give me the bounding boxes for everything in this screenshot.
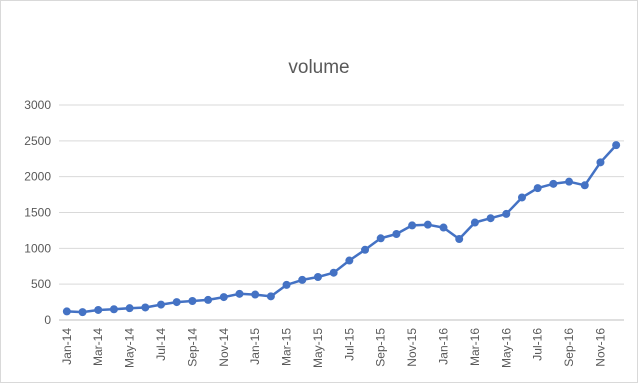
data-point	[565, 177, 574, 186]
x-tick-label: Nov-15	[405, 328, 419, 367]
x-tick-label: Sep-16	[562, 328, 576, 367]
data-point	[517, 193, 526, 202]
y-tick-label: 2500	[24, 134, 51, 148]
data-point	[392, 230, 401, 238]
data-point	[109, 305, 118, 314]
series-line	[66, 144, 618, 314]
data-point	[313, 273, 322, 281]
y-tick-label: 3000	[24, 98, 51, 112]
x-tick-label: Jul-15	[342, 328, 356, 361]
x-tick-label: Jan-15	[248, 328, 262, 365]
data-point	[157, 300, 166, 309]
data-point	[502, 209, 511, 218]
x-tick-label: Nov-14	[217, 328, 231, 367]
x-tick-label: Jul-16	[531, 328, 545, 361]
y-tick-label: 0	[44, 313, 51, 327]
data-point	[612, 141, 621, 150]
data-point	[204, 295, 213, 304]
data-point	[345, 256, 354, 265]
data-point	[125, 304, 134, 313]
data-point	[423, 220, 432, 229]
x-tick-label: May-15	[311, 328, 325, 368]
data-point	[439, 223, 448, 232]
data-point	[486, 214, 495, 223]
x-tick-label: Mar-16	[468, 328, 482, 366]
data-point	[580, 181, 589, 190]
data-point	[251, 290, 260, 299]
x-tick-label: Jul-14	[154, 328, 168, 361]
x-tick-label: Nov-16	[593, 328, 607, 367]
data-point	[219, 293, 228, 302]
x-tick-label: Jan-16	[437, 328, 451, 365]
data-point	[188, 297, 197, 306]
data-point	[533, 184, 542, 193]
data-point	[78, 308, 87, 317]
data-point	[470, 218, 479, 227]
data-point	[172, 298, 181, 307]
y-tick-label: 1500	[24, 206, 51, 220]
x-tick-label: Mar-14	[91, 328, 105, 366]
x-tick-label: Jan-14	[60, 328, 74, 365]
x-tick-label: May-16	[499, 328, 513, 368]
data-point	[266, 292, 275, 301]
data-point	[408, 221, 417, 230]
data-point	[329, 268, 338, 277]
x-tick-label: Sep-14	[185, 328, 199, 367]
data-point	[141, 303, 150, 312]
data-point	[235, 289, 244, 298]
data-point	[298, 275, 307, 284]
y-tick-label: 2000	[24, 170, 51, 184]
x-tick-label: May-14	[123, 328, 137, 368]
data-point	[455, 235, 464, 244]
chart-title: volume	[288, 57, 350, 78]
x-tick-label: Sep-15	[374, 328, 388, 367]
data-point	[94, 305, 103, 314]
data-point	[376, 234, 385, 243]
x-tick-label: Mar-15	[280, 328, 294, 366]
data-point	[361, 245, 370, 254]
y-tick-label: 500	[31, 277, 51, 291]
y-tick-label: 1000	[24, 241, 51, 255]
data-point	[596, 158, 605, 167]
data-point	[282, 280, 291, 289]
data-point	[62, 307, 71, 316]
data-point	[549, 179, 558, 188]
